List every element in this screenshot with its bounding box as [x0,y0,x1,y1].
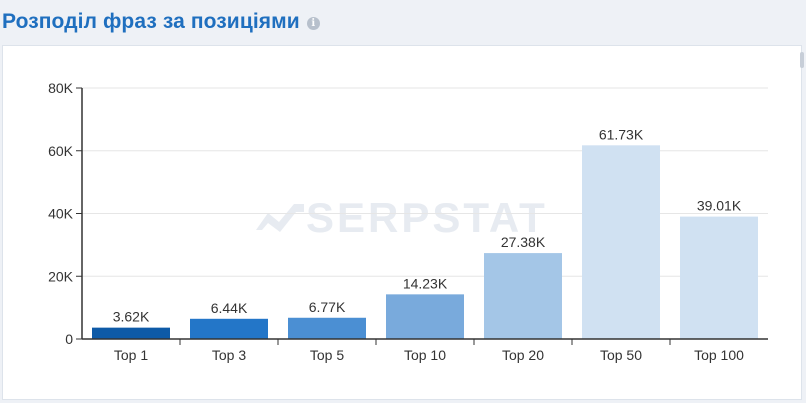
x-tick-label: Top 3 [212,347,246,363]
data-label: 27.38K [501,234,546,250]
watermark-text: SERPSTAT [306,194,548,241]
page-title: Розподіл фраз за позиціями [2,10,300,33]
bar[interactable] [190,318,268,339]
y-tick-label: 20K [48,268,74,284]
x-tick-label: Top 50 [600,347,642,363]
data-label: 61.73K [599,126,644,142]
x-tick-label: Top 5 [310,347,344,363]
y-tick-label: 40K [48,206,74,222]
bar[interactable] [484,253,562,339]
x-tick-label: Top 10 [404,347,446,363]
data-label: 14.23K [403,275,448,291]
value-labels: 3.62K 6.44K 6.77K 14.23K 27.38K 61.73K 39.01K [113,126,742,324]
watermark: SERPSTAT [256,194,548,241]
data-label: 6.44K [211,300,248,316]
bar[interactable] [92,327,170,339]
bar[interactable] [386,294,464,339]
y-tick-label: 80K [48,80,74,96]
y-axis-ticks: 0 20K 40K 60K 80K [48,80,82,347]
y-tick-label: 0 [65,331,73,347]
grid-lines [82,87,768,277]
watermark-logo-icon [256,204,304,232]
x-tick-label: Top 1 [114,347,148,363]
info-icon[interactable]: i [306,16,320,30]
header: Розподіл фраз за позиціями i [0,0,806,44]
data-label: 3.62K [113,309,150,325]
bar[interactable] [288,317,366,339]
scrollbar-thumb[interactable] [800,52,804,68]
axes [81,88,768,340]
x-tick-label: Top 100 [694,347,744,363]
data-label: 39.01K [697,198,742,214]
bar[interactable] [582,145,660,339]
chart-card [2,45,802,400]
x-axis-ticks: Top 1 Top 3 Top 5 Top 10 Top 20 Top 50 Top 100 [114,339,744,363]
data-label: 6.77K [309,299,346,315]
y-tick-label: 60K [48,143,74,159]
bar[interactable] [680,216,758,339]
bars [92,145,758,339]
x-tick-label: Top 20 [502,347,544,363]
